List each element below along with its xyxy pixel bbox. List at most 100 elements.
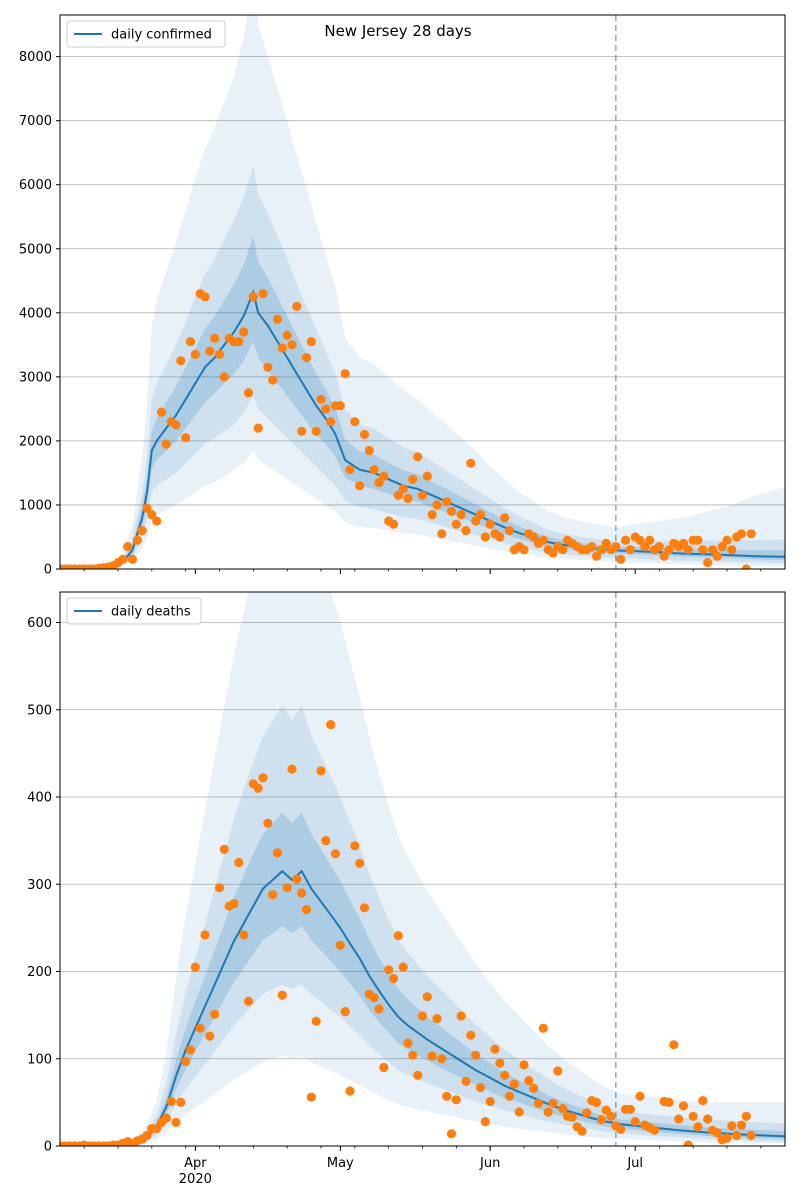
confirmed-data-point xyxy=(446,506,457,516)
deaths-data-point xyxy=(442,1091,452,1101)
deaths-ytick-label: 200 xyxy=(27,965,52,980)
confirmed-data-point xyxy=(616,554,626,565)
confirmed-data-point xyxy=(364,445,374,456)
confirmed-data-point xyxy=(678,538,689,549)
deaths-data-point xyxy=(253,783,263,793)
deaths-data-point xyxy=(471,1050,481,1060)
confirmed-data-point xyxy=(504,526,515,536)
confirmed-bands xyxy=(60,15,785,569)
deaths-ytick-label: 500 xyxy=(27,703,52,718)
confirmed-data-point xyxy=(190,349,200,359)
deaths-data-point xyxy=(490,1044,500,1054)
deaths-data-point xyxy=(558,1103,568,1114)
figure-title: New Jersey 28 days xyxy=(324,22,471,40)
confirmed-data-point xyxy=(301,353,312,363)
deaths-data-point xyxy=(475,1082,486,1093)
deaths-data-point xyxy=(432,1014,442,1024)
confirmed-data-point xyxy=(635,535,645,545)
deaths-data-point xyxy=(553,1066,563,1076)
deaths-data-point xyxy=(538,1023,548,1033)
confirmed-data-point xyxy=(142,503,152,513)
confirmed-data-point xyxy=(181,433,191,443)
deaths-data-point xyxy=(427,1051,437,1061)
confirmed-data-point xyxy=(427,509,437,520)
confirmed-data-point xyxy=(248,292,258,302)
deaths-data-point xyxy=(683,1140,693,1146)
confirmed-data-point xyxy=(413,452,423,462)
confirmed-data-point xyxy=(736,529,747,539)
confirmed-data-point xyxy=(480,532,490,542)
deaths-data-point xyxy=(263,818,273,828)
confirmed-data-point xyxy=(359,429,370,440)
confirmed-data-point xyxy=(374,477,384,488)
confirmed-ytick-label: 7000 xyxy=(19,114,52,129)
confirmed-data-point xyxy=(210,333,220,343)
confirmed-data-point xyxy=(417,490,428,500)
confirmed-data-point xyxy=(306,337,316,347)
confirmed-data-point xyxy=(466,458,476,468)
confirmed-data-point xyxy=(214,349,225,359)
deaths-data-point xyxy=(529,1083,539,1093)
deaths-data-point xyxy=(321,836,331,846)
confirmed-data-point xyxy=(123,542,133,552)
deaths-data-point xyxy=(239,930,249,940)
confirmed-data-point xyxy=(253,423,263,433)
confirmed-band xyxy=(60,165,785,569)
deaths-data-point xyxy=(722,1133,732,1143)
deaths-data-point xyxy=(345,1086,355,1096)
confirmed-data-point xyxy=(137,526,147,536)
deaths-data-point xyxy=(698,1096,708,1106)
deaths-data-point xyxy=(736,1120,747,1130)
deaths-data-point xyxy=(374,1004,384,1014)
deaths-data-point xyxy=(727,1121,737,1131)
confirmed-data-point xyxy=(432,500,442,510)
deaths-data-point xyxy=(500,1070,510,1080)
confirmed-xticks xyxy=(83,569,762,574)
confirmed-data-point xyxy=(611,542,621,552)
confirmed-data-point xyxy=(379,471,389,481)
deaths-data-point xyxy=(693,1122,703,1132)
confirmed-data-point xyxy=(442,497,452,507)
deaths-gridlines xyxy=(60,622,785,1060)
deaths-data-point xyxy=(417,1011,428,1021)
deaths-data-point xyxy=(330,849,341,859)
deaths-data-point xyxy=(210,1009,220,1019)
deaths-band xyxy=(60,705,785,1146)
deaths-line xyxy=(60,869,785,1146)
confirmed-data-point xyxy=(538,535,548,545)
confirmed-data-point xyxy=(698,545,708,555)
deaths-data-point xyxy=(543,1107,553,1117)
xtick-sublabel: 2020 xyxy=(179,1172,212,1187)
deaths-data-point xyxy=(461,1076,471,1086)
confirmed-data-point xyxy=(659,551,669,561)
deaths-data-point xyxy=(582,1108,592,1118)
confirmed-data-point xyxy=(268,375,278,385)
deaths-data-point xyxy=(422,992,432,1002)
deaths-data-point xyxy=(311,1016,321,1026)
confirmed-points xyxy=(60,289,756,569)
xtick-label: Jul xyxy=(626,1156,643,1171)
xtick-label: Apr xyxy=(184,1156,207,1171)
confirmed-data-point xyxy=(127,554,138,565)
confirmed-data-point xyxy=(272,314,283,324)
deaths-data-point xyxy=(369,993,379,1003)
confirmed-data-point xyxy=(292,301,302,311)
confirmed-ytick-label: 3000 xyxy=(19,370,52,385)
confirmed-data-point xyxy=(664,545,674,555)
confirmed-data-point xyxy=(398,484,408,494)
confirmed-data-point xyxy=(205,346,215,356)
deaths-bands xyxy=(60,592,785,1146)
deaths-points xyxy=(60,720,756,1146)
deaths-data-point xyxy=(161,1113,171,1123)
confirmed-data-point xyxy=(234,337,244,347)
deaths-data-point xyxy=(200,930,210,940)
deaths-data-point xyxy=(509,1079,519,1089)
deaths-data-point xyxy=(355,858,365,868)
deaths-band xyxy=(60,592,785,1146)
confirmed-data-point xyxy=(717,542,727,552)
deaths-data-point xyxy=(437,1054,447,1064)
deaths-data-point xyxy=(195,1023,205,1033)
deaths-data-point xyxy=(616,1124,626,1134)
confirmed-data-point xyxy=(403,493,413,504)
